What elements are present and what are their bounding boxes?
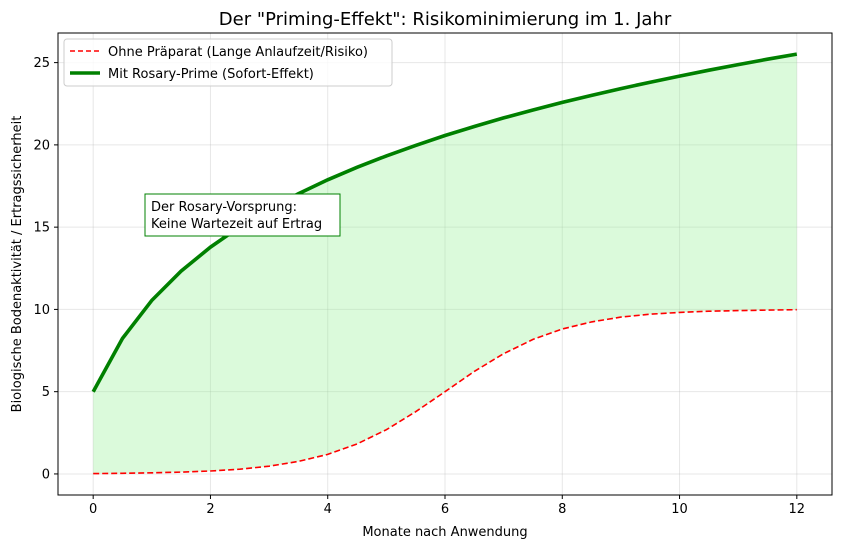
- x-tick-label: 6: [441, 502, 449, 517]
- y-tick-label: 20: [33, 138, 50, 153]
- y-axis-label: Biologische Bodenaktivität / Ertragssich…: [10, 116, 25, 413]
- legend: Ohne Präparat (Lange Anlaufzeit/Risiko) …: [63, 38, 393, 87]
- x-tick-label: 2: [206, 502, 214, 517]
- annotation-line-2: Keine Wartezeit auf Ertrag: [151, 217, 322, 232]
- annotation: Der Rosary-Vorsprung: Keine Wartezeit au…: [144, 193, 341, 237]
- x-tick-label: 10: [671, 502, 688, 517]
- series-line-rosary-prime: [91, 52, 798, 393]
- x-tick-label: 0: [89, 502, 97, 517]
- x-tick-label: 8: [558, 502, 566, 517]
- legend-label-rosary-prime: Mit Rosary-Prime (Sofort-Effekt): [108, 67, 314, 82]
- annotation-box: [144, 193, 341, 237]
- x-axis-label: Monate nach Anwendung: [362, 525, 527, 540]
- axis-ticks: 0 2 4 6 8 10 12 0 5 10 15 20 25: [33, 56, 805, 517]
- y-tick-label: 25: [33, 56, 50, 71]
- series-line-ohne-praeparat: [93, 308, 797, 475]
- annotation-line-1: Der Rosary-Vorsprung:: [151, 200, 297, 215]
- fill-between-area: [93, 54, 797, 474]
- y-tick-label: 0: [42, 467, 50, 482]
- x-tick-label: 4: [324, 502, 332, 517]
- y-tick-label: 5: [42, 385, 50, 400]
- legend-box: [63, 38, 393, 87]
- y-tick-label: 15: [33, 221, 50, 236]
- y-tick-label: 10: [33, 303, 50, 318]
- chart-title: Der "Priming-Effekt": Risikominimierung …: [219, 9, 672, 30]
- x-tick-label: 12: [789, 502, 806, 517]
- legend-label-ohne-praeparat: Ohne Präparat (Lange Anlaufzeit/Risiko): [108, 45, 368, 60]
